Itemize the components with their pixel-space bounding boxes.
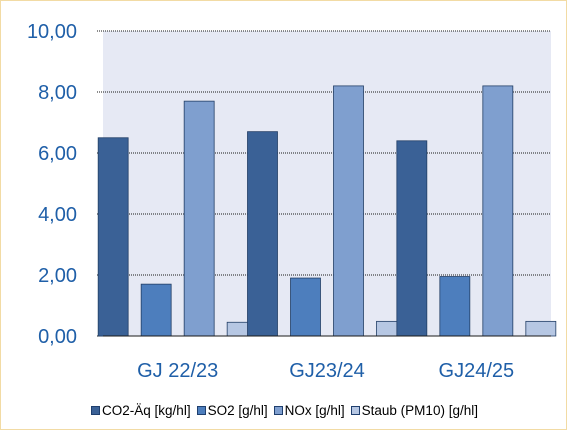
y-tick-label: 10,00	[27, 21, 77, 43]
bar	[482, 85, 514, 337]
y-tick-label: 2,00	[38, 265, 77, 287]
x-axis-ticks: GJ 22/23 GJ23/24 GJ24/25	[137, 360, 514, 382]
plot-area	[103, 31, 551, 336]
legend-swatch	[91, 405, 101, 415]
legend-item: SO2 [g/hl]	[196, 402, 268, 418]
bar	[290, 277, 321, 337]
legend: CO2-Äq [kg/hl] SO2 [g/hl] NOx [g/hl] Staub …	[1, 399, 567, 421]
legend-item: CO2-Äq [kg/hl]	[91, 403, 191, 418]
x-tick-label: GJ23/24	[289, 360, 365, 382]
bar	[183, 100, 215, 337]
bars	[97, 85, 557, 337]
bar-chart: 0,00 2,00 4,00 6,00 8,00 10,00 GJ 22/23 GJ23/2…	[27, 21, 557, 382]
legend-label: NOx [g/hl]	[284, 402, 345, 418]
bar	[140, 283, 172, 337]
bar	[97, 137, 129, 337]
y-tick-label: 4,00	[38, 204, 77, 226]
bar	[525, 320, 557, 337]
y-tick-label: 6,00	[38, 143, 77, 165]
y-tick-label: 8,00	[38, 82, 77, 104]
bar	[247, 131, 278, 337]
y-tick-label: 0,00	[38, 326, 77, 348]
legend-swatch	[196, 405, 206, 415]
legend-label: Staub (PM10) [g/hl]	[361, 402, 478, 418]
legend-item: NOx [g/hl]	[273, 402, 345, 418]
legend-swatch	[273, 405, 283, 415]
bar	[439, 276, 471, 337]
legend-item: Staub (PM10) [g/hl]	[350, 402, 478, 418]
y-axis-ticks: 0,00 2,00 4,00 6,00 8,00 10,00	[27, 21, 77, 348]
x-tick-label: GJ 22/23	[137, 360, 218, 382]
x-tick-label: GJ24/25	[439, 360, 515, 382]
bar	[333, 85, 364, 337]
legend-label: CO2-Äq [kg/hl]	[102, 402, 191, 418]
legend-label: SO2 [g/hl]	[207, 402, 268, 418]
legend-swatch	[350, 405, 360, 415]
bar	[396, 140, 428, 337]
